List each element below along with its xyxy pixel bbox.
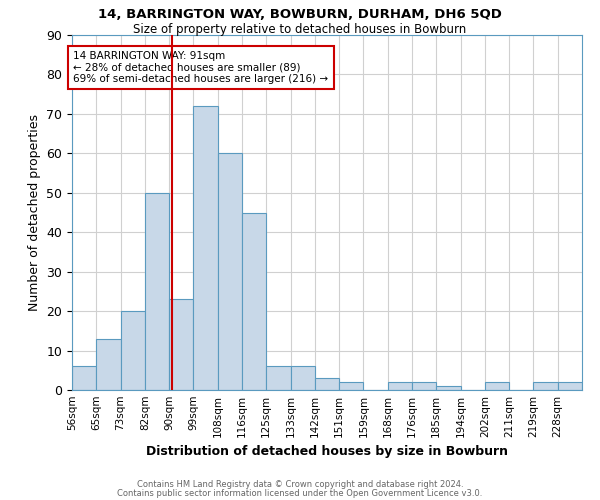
Bar [290, 366, 315, 390]
Text: Contains public sector information licensed under the Open Government Licence v3: Contains public sector information licen… [118, 488, 482, 498]
Bar [193, 106, 218, 390]
Bar [218, 154, 242, 390]
Bar [121, 311, 145, 390]
Y-axis label: Number of detached properties: Number of detached properties [28, 114, 41, 311]
Bar [558, 382, 582, 390]
Bar [72, 366, 96, 390]
Bar [485, 382, 509, 390]
Bar [266, 366, 290, 390]
Bar [436, 386, 461, 390]
Bar [533, 382, 558, 390]
Bar [388, 382, 412, 390]
Bar [412, 382, 436, 390]
Text: 14, BARRINGTON WAY, BOWBURN, DURHAM, DH6 5QD: 14, BARRINGTON WAY, BOWBURN, DURHAM, DH6… [98, 8, 502, 20]
Bar [339, 382, 364, 390]
Bar [169, 300, 193, 390]
Text: 14 BARRINGTON WAY: 91sqm
← 28% of detached houses are smaller (89)
69% of semi-d: 14 BARRINGTON WAY: 91sqm ← 28% of detach… [73, 51, 328, 84]
Bar [242, 212, 266, 390]
Bar [96, 338, 121, 390]
Bar [315, 378, 339, 390]
Text: Contains HM Land Registry data © Crown copyright and database right 2024.: Contains HM Land Registry data © Crown c… [137, 480, 463, 489]
Text: Size of property relative to detached houses in Bowburn: Size of property relative to detached ho… [133, 22, 467, 36]
Bar [145, 193, 169, 390]
X-axis label: Distribution of detached houses by size in Bowburn: Distribution of detached houses by size … [146, 446, 508, 458]
